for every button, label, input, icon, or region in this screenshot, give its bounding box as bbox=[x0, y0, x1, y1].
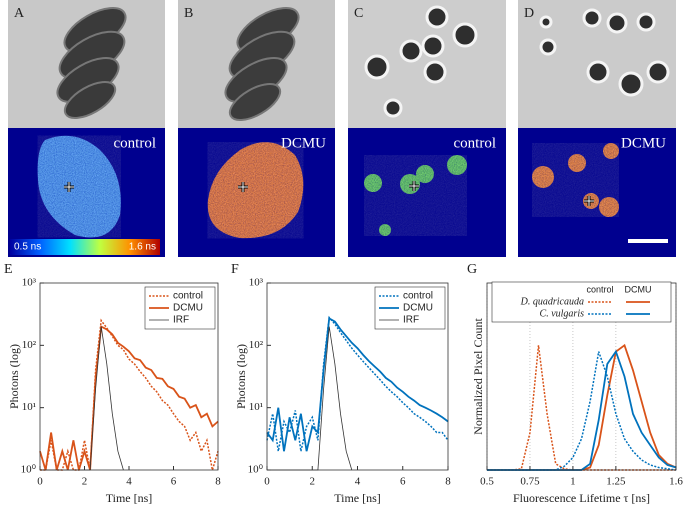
x-tick-label: 8 bbox=[215, 476, 221, 488]
chart: 0.5 0.75 1 1.25 1.6 Fluorescence Lifetime τ [… bbox=[467, 262, 683, 505]
chart: 0 2 4 6 8 10⁰ 10¹ 10² 10³ Time [ns] Photons (log) E… bbox=[4, 262, 221, 505]
legend-label: control bbox=[403, 291, 433, 302]
panel-label: A bbox=[14, 6, 25, 21]
cells bbox=[364, 5, 478, 118]
x-tick-label: 0.5 bbox=[480, 476, 494, 488]
x-tick-label: 0.75 bbox=[520, 476, 540, 488]
x-tick-label: 2 bbox=[310, 476, 316, 488]
series-line bbox=[266, 316, 449, 452]
x-tick-label: 2 bbox=[82, 476, 88, 488]
y-axis-label: Photons (log) bbox=[7, 344, 21, 409]
series-line bbox=[39, 325, 219, 471]
chart: 0 2 4 6 8 10⁰ 10¹ 10² 10³ Time [ns] Photons (log) F… bbox=[231, 262, 451, 505]
legend-column: control bbox=[586, 284, 613, 294]
series-line bbox=[487, 351, 677, 471]
colorbar bbox=[10, 239, 160, 255]
colorbar-min: 0.5 ns bbox=[14, 242, 41, 253]
panel-label: C bbox=[354, 6, 363, 21]
crosshair bbox=[64, 182, 74, 192]
series-line bbox=[487, 345, 676, 471]
x-tick-label: 6 bbox=[400, 476, 406, 488]
x-tick-label: 0 bbox=[37, 476, 43, 488]
caption: control bbox=[114, 135, 157, 151]
legend-label: IRF bbox=[173, 315, 189, 326]
panel-label: B bbox=[184, 6, 193, 21]
panel-label: D bbox=[524, 6, 534, 21]
y-axis-label: Normalized Pixel Count bbox=[471, 318, 485, 435]
x-tick-label: 6 bbox=[171, 476, 177, 488]
y-tick-label: 10³ bbox=[22, 277, 37, 289]
series-line bbox=[267, 326, 353, 471]
panel-a: 0.5 ns 1.6 ns A control bbox=[8, 0, 165, 257]
crosshair bbox=[584, 196, 594, 206]
y-axis-label: Photons (log) bbox=[234, 344, 248, 409]
x-axis-label: Time [ns] bbox=[334, 491, 381, 505]
y-tick-label: 10¹ bbox=[22, 401, 36, 413]
panel-b: B DCMU bbox=[178, 0, 335, 257]
cells bbox=[56, 7, 127, 119]
panel-label: G bbox=[467, 262, 477, 277]
panel-c: C control bbox=[348, 0, 506, 257]
x-tick-label: 8 bbox=[445, 476, 451, 488]
caption: control bbox=[454, 135, 497, 151]
crosshair bbox=[238, 182, 248, 192]
series-line bbox=[487, 343, 677, 471]
legend-column: DCMU bbox=[625, 284, 652, 294]
y-tick-label: 10¹ bbox=[249, 401, 263, 413]
series-line bbox=[266, 315, 449, 452]
legend-row: D. quadricauda bbox=[520, 296, 584, 307]
y-tick-label: 10³ bbox=[249, 277, 264, 289]
legend-label: DCMU bbox=[173, 303, 203, 314]
y-tick-label: 10² bbox=[22, 339, 37, 351]
cells-flim bbox=[532, 143, 619, 217]
x-axis-label: Time [ns] bbox=[106, 491, 153, 505]
y-tick-label: 10⁰ bbox=[248, 464, 264, 476]
caption: DCMU bbox=[281, 135, 326, 151]
cell-flim bbox=[207, 142, 304, 239]
series-line bbox=[40, 326, 124, 471]
x-tick-label: 4 bbox=[126, 476, 132, 488]
x-tick-label: 4 bbox=[355, 476, 361, 488]
cells bbox=[539, 8, 670, 97]
cells bbox=[224, 7, 300, 121]
x-tick-label: 0 bbox=[264, 476, 270, 488]
x-tick-label: 1.6 bbox=[669, 476, 683, 488]
panel-d: D DCMU bbox=[518, 0, 676, 257]
x-tick-label: 1.25 bbox=[606, 476, 626, 488]
x-tick-label: 1 bbox=[570, 476, 576, 488]
colorbar-max: 1.6 ns bbox=[129, 242, 156, 253]
series-line bbox=[40, 318, 219, 471]
cell-flim bbox=[37, 135, 121, 238]
legend-label: DCMU bbox=[403, 303, 433, 314]
series-line bbox=[487, 349, 677, 471]
y-tick-label: 10² bbox=[249, 339, 264, 351]
caption: DCMU bbox=[621, 135, 666, 151]
panel-label: E bbox=[4, 262, 13, 277]
panel-label: F bbox=[231, 262, 239, 277]
flim-image bbox=[518, 128, 676, 257]
crosshair bbox=[409, 181, 419, 191]
y-tick-label: 10⁰ bbox=[21, 464, 37, 476]
flim-image bbox=[348, 128, 506, 257]
legend-label: IRF bbox=[403, 315, 419, 326]
legend-row: C. vulgaris bbox=[540, 308, 585, 319]
legend-label: control bbox=[173, 291, 203, 302]
x-axis-label: Fluorescence Lifetime τ [ns] bbox=[513, 491, 650, 505]
